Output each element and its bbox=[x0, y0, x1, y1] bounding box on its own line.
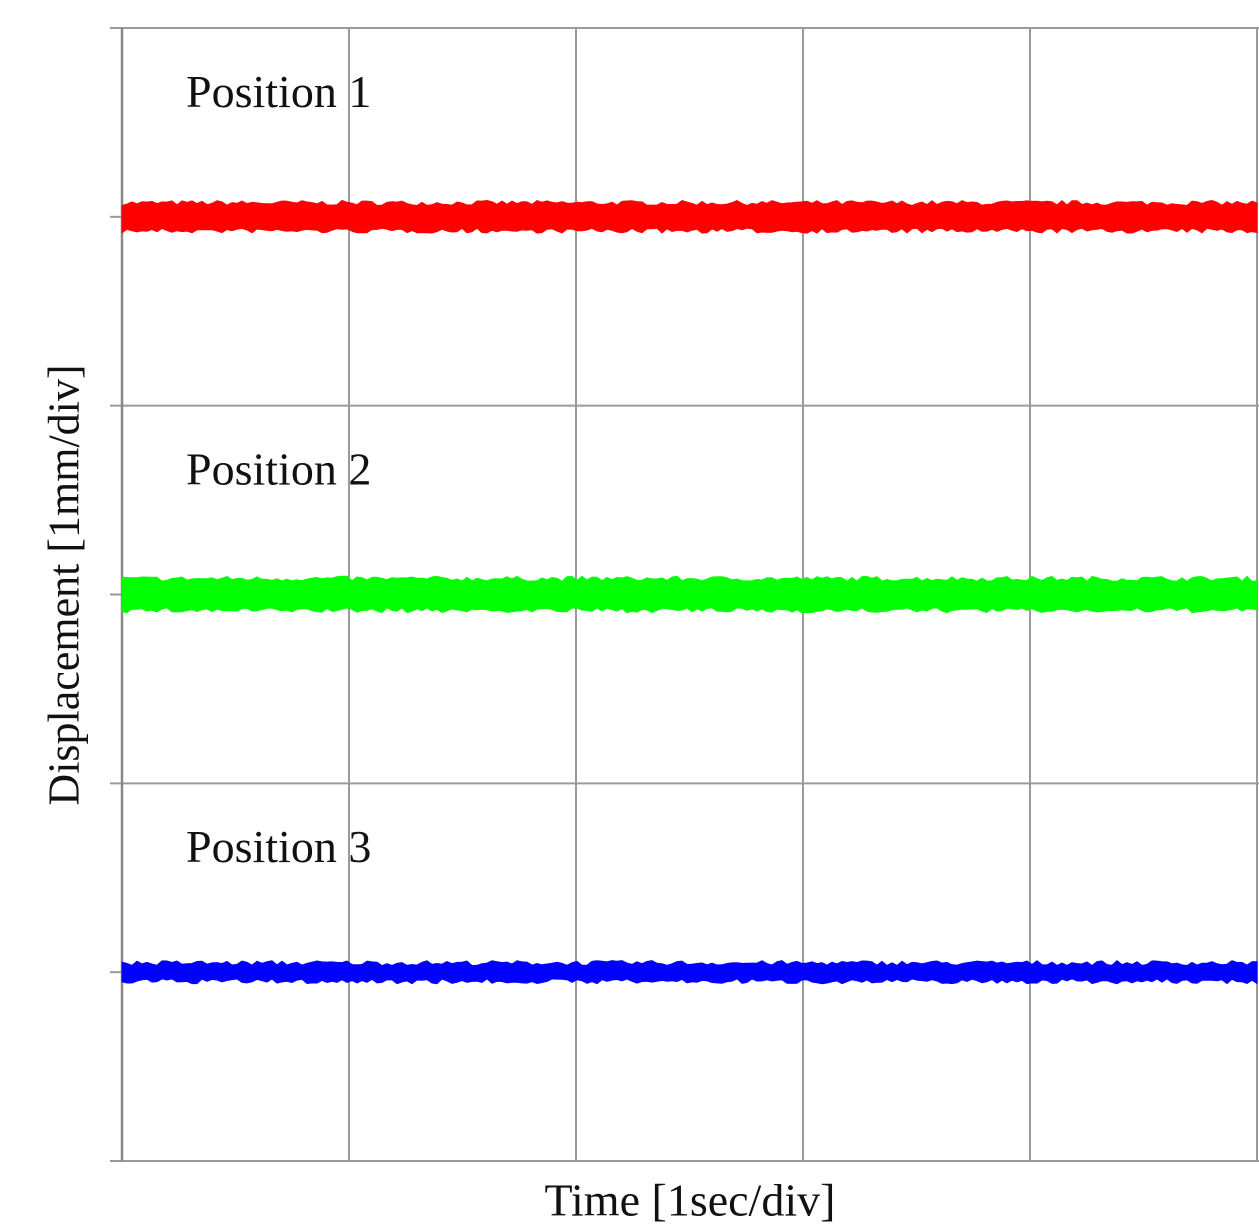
trace-2 bbox=[121, 575, 1258, 614]
x-axis-label: Time [1sec/div] bbox=[544, 1174, 836, 1226]
trace-1 bbox=[121, 199, 1258, 234]
series-label-3: Position 3 bbox=[186, 821, 371, 872]
series-labels: Position 1 Position 2 Position 3 bbox=[186, 66, 371, 872]
trace-3 bbox=[121, 959, 1258, 985]
series-label-2: Position 2 bbox=[186, 444, 371, 495]
series-label-1: Position 1 bbox=[186, 66, 371, 117]
traces bbox=[121, 199, 1258, 985]
y-axis-label: Displacement [1mm/div] bbox=[39, 364, 89, 806]
